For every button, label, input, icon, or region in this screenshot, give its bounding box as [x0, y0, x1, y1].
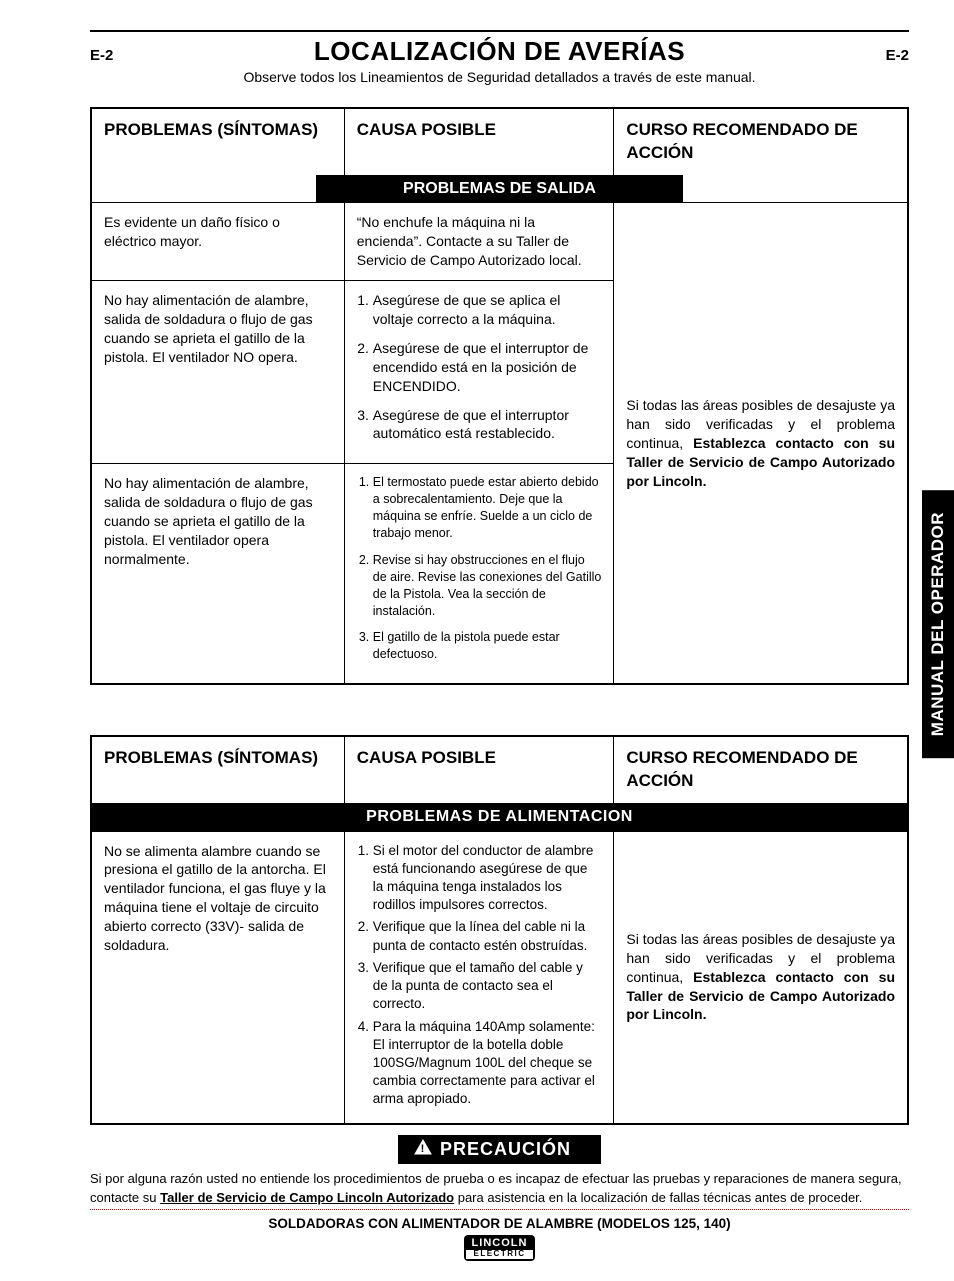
cause-item: Para la máquina 140Amp solamente: El int…: [373, 1018, 602, 1109]
dotted-divider: [90, 1209, 909, 1210]
cause-cell: Si el motor del conductor de alambre est…: [344, 831, 614, 1124]
problem-cell: Es evidente un daño físico o eléctrico m…: [91, 203, 344, 281]
logo-bot: ELECTRIC: [466, 1250, 534, 1259]
subhead: Observe todos los Lineamientos de Seguri…: [90, 69, 909, 85]
action-cell: Si todas las áreas posibles de desajuste…: [614, 203, 908, 684]
th-problems: PROBLEMAS (SÍNTOMAS): [91, 108, 344, 175]
cause-item: El gatillo de la pistola puede estar def…: [373, 629, 602, 663]
logo-top: LINCOLN: [466, 1237, 534, 1250]
precaution-banner: ! PRECAUCIÓN: [398, 1135, 601, 1165]
top-rule: [90, 30, 909, 32]
cause-item: Asegúrese de que el interruptor automáti…: [373, 406, 602, 444]
lincoln-logo: LINCOLN ELECTRIC: [464, 1235, 536, 1261]
precaution-label: PRECAUCIÓN: [440, 1139, 571, 1159]
th-problems: PROBLEMAS (SÍNTOMAS): [91, 736, 344, 803]
th-action: CURSO RECOMENDADO DE ACCIÓN: [614, 108, 908, 175]
th-cause: CAUSA POSIBLE: [344, 108, 614, 175]
problem-cell: No hay alimentación de alambre, salida d…: [91, 464, 344, 684]
cause-cell: “No enchufe la máquina ni la encienda”. …: [344, 203, 614, 281]
th-cause: CAUSA POSIBLE: [344, 736, 614, 803]
warning-icon: !: [414, 1139, 432, 1160]
cause-cell: El termostato puede estar abierto debido…: [344, 464, 614, 684]
precaution-text-2: para asistencia en la localización de fa…: [454, 1190, 862, 1205]
section-banner: PROBLEMAS DE SALIDA: [316, 175, 683, 203]
section-banner: PROBLEMAS DE ALIMENTACION: [92, 803, 907, 831]
cause-item: Verifique que el tamaño del cable y de l…: [373, 959, 602, 1014]
header-left: E-2: [90, 47, 113, 64]
troubleshoot-table-output: PROBLEMAS (SÍNTOMAS) CAUSA POSIBLE CURSO…: [90, 107, 909, 685]
svg-text:!: !: [421, 1143, 426, 1155]
problem-cell: No se alimenta alambre cuando se presion…: [91, 831, 344, 1124]
cause-item: Si el motor del conductor de alambre est…: [373, 842, 602, 915]
page-title: LOCALIZACIÓN DE AVERÍAS: [314, 36, 685, 67]
precaution-bold: Taller de Servicio de Campo Lincoln Auto…: [160, 1190, 454, 1205]
cause-item: El termostato puede estar abierto debido…: [373, 474, 602, 542]
footer-model: SOLDADORAS CON ALIMENTADOR DE ALAMBRE (M…: [90, 1216, 909, 1231]
cause-item: Verifique que la línea del cable ni la p…: [373, 918, 602, 954]
header-right: E-2: [886, 47, 909, 64]
cause-item: Revise si hay obstrucciones en el flujo …: [373, 552, 602, 620]
cause-item: Asegúrese de que se aplica el voltaje co…: [373, 291, 602, 329]
precaution-text: Si por alguna razón usted no entiende lo…: [90, 1170, 909, 1206]
th-action: CURSO RECOMENDADO DE ACCIÓN: [614, 736, 908, 803]
cause-cell: Asegúrese de que se aplica el voltaje co…: [344, 281, 614, 464]
problem-cell: No hay alimentación de alambre, salida d…: [91, 281, 344, 464]
action-cell: Si todas las áreas posibles de desajuste…: [614, 831, 908, 1124]
cause-item: Asegúrese de que el interruptor de encen…: [373, 339, 602, 396]
troubleshoot-table-feed: PROBLEMAS (SÍNTOMAS) CAUSA POSIBLE CURSO…: [90, 735, 909, 1125]
